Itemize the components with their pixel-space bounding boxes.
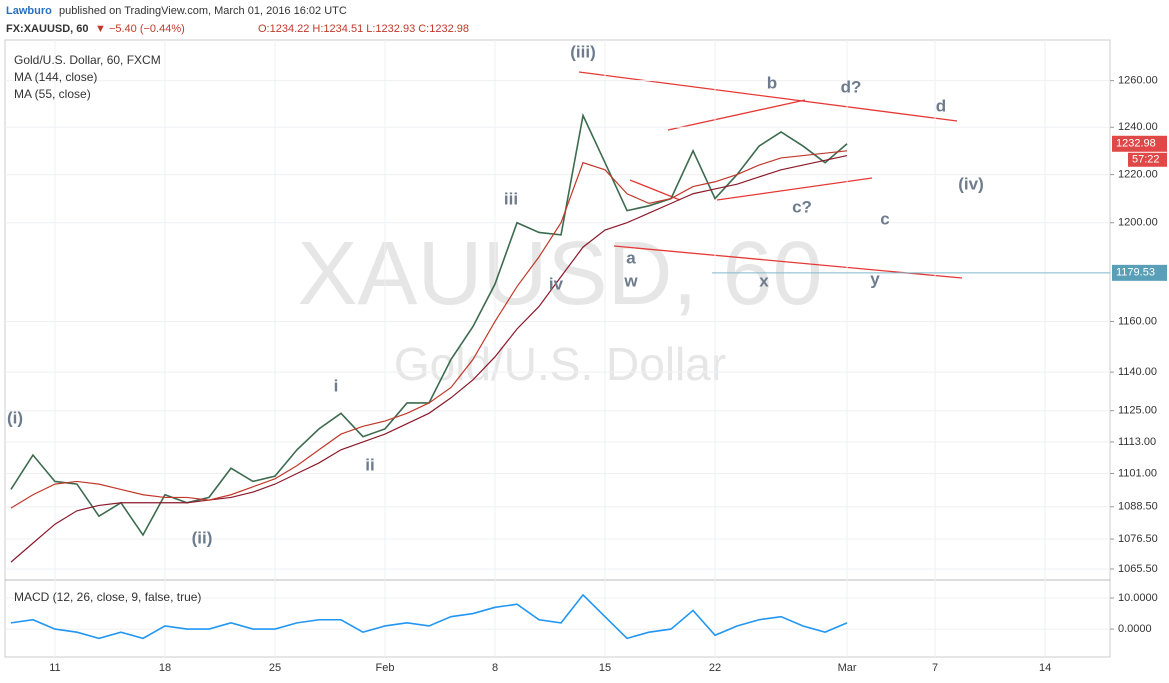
wave-label: (i)	[7, 408, 23, 427]
wave-label: ii	[365, 455, 374, 474]
x-tick-label: 18	[159, 662, 171, 674]
last-price-tag	[1112, 135, 1167, 152]
x-tick-label: 11	[49, 662, 60, 674]
wave-label: x	[759, 271, 769, 290]
y-tick-label: 1076.50	[1118, 533, 1158, 545]
wave-label: c?	[792, 197, 812, 216]
x-tick-label: 8	[492, 662, 498, 674]
y-tick-label: 1260.00	[1118, 75, 1158, 87]
countdown-label: 57:22	[1132, 154, 1160, 166]
x-tick-label: 25	[269, 662, 281, 674]
y-tick-label: 10.0000	[1118, 592, 1158, 604]
legend-entry: MACD (12, 26, close, 9, false, true)	[14, 590, 201, 604]
plot-frame	[4, 39, 1111, 658]
y-tick-label: 0.0000	[1118, 623, 1152, 635]
y-tick-label: 1088.50	[1118, 501, 1158, 513]
watermark-name: Gold/U.S. Dollar	[394, 338, 726, 390]
legend-entry: Gold/U.S. Dollar, 60, FXCM	[14, 53, 161, 67]
wave-label: (iii)	[570, 42, 596, 61]
price-tag	[1112, 264, 1167, 281]
wave-label: iv	[549, 274, 564, 293]
legend-entry: MA (144, close)	[14, 70, 97, 84]
series-line	[10, 154, 848, 563]
trend-line	[716, 177, 873, 201]
wave-label: w	[623, 271, 638, 290]
trend-line	[667, 99, 806, 131]
wave-label: iii	[504, 189, 518, 208]
author[interactable]: Lawburo	[6, 5, 52, 17]
y-tick-label: 1240.00	[1118, 121, 1158, 133]
x-tick-label: 14	[1039, 662, 1051, 674]
wave-label: d	[936, 96, 946, 115]
y-tick-label: 1113.00	[1118, 436, 1156, 448]
ohlc: O:1234.22 H:1234.51 L:1232.93 C:1232.98	[258, 23, 469, 35]
countdown-tag	[1128, 152, 1167, 167]
wave-label: a	[626, 248, 636, 267]
series-line	[10, 150, 848, 509]
wave-label: b	[767, 73, 777, 92]
x-tick-label: 7	[932, 662, 938, 674]
wave-label: (iv)	[958, 174, 984, 193]
y-tick-label: 1140.00	[1118, 366, 1157, 378]
symbol: FX:XAUUSD, 60	[6, 23, 89, 35]
wave-label: c	[880, 209, 889, 228]
y-tick-label: 1220.00	[1118, 168, 1158, 180]
x-tick-label: Mar	[838, 662, 857, 674]
change: ▼ −5.40 (−0.44%)	[95, 23, 185, 35]
series-line	[10, 593, 848, 640]
last-price-label: 1232.98	[1116, 138, 1156, 150]
y-tick-label: 1200.00	[1118, 217, 1158, 229]
wave-label: y	[870, 269, 880, 288]
x-tick-label: Feb	[376, 662, 395, 674]
x-tick-label: 15	[599, 662, 611, 674]
published: published on TradingView.com, March 01, …	[59, 5, 347, 17]
price-tag-label: 1179.53	[1116, 267, 1155, 279]
wave-label: d?	[841, 77, 862, 96]
wave-label: (ii)	[192, 528, 213, 547]
y-tick-label: 1125.00	[1118, 405, 1157, 417]
x-tick-label: 22	[709, 662, 721, 674]
legend-entry: MA (55, close)	[14, 87, 91, 101]
y-tick-label: 1101.00	[1118, 467, 1157, 479]
wave-label: i	[334, 376, 339, 395]
y-tick-label: 1160.00	[1118, 315, 1157, 327]
y-tick-label: 1065.50	[1118, 563, 1158, 575]
